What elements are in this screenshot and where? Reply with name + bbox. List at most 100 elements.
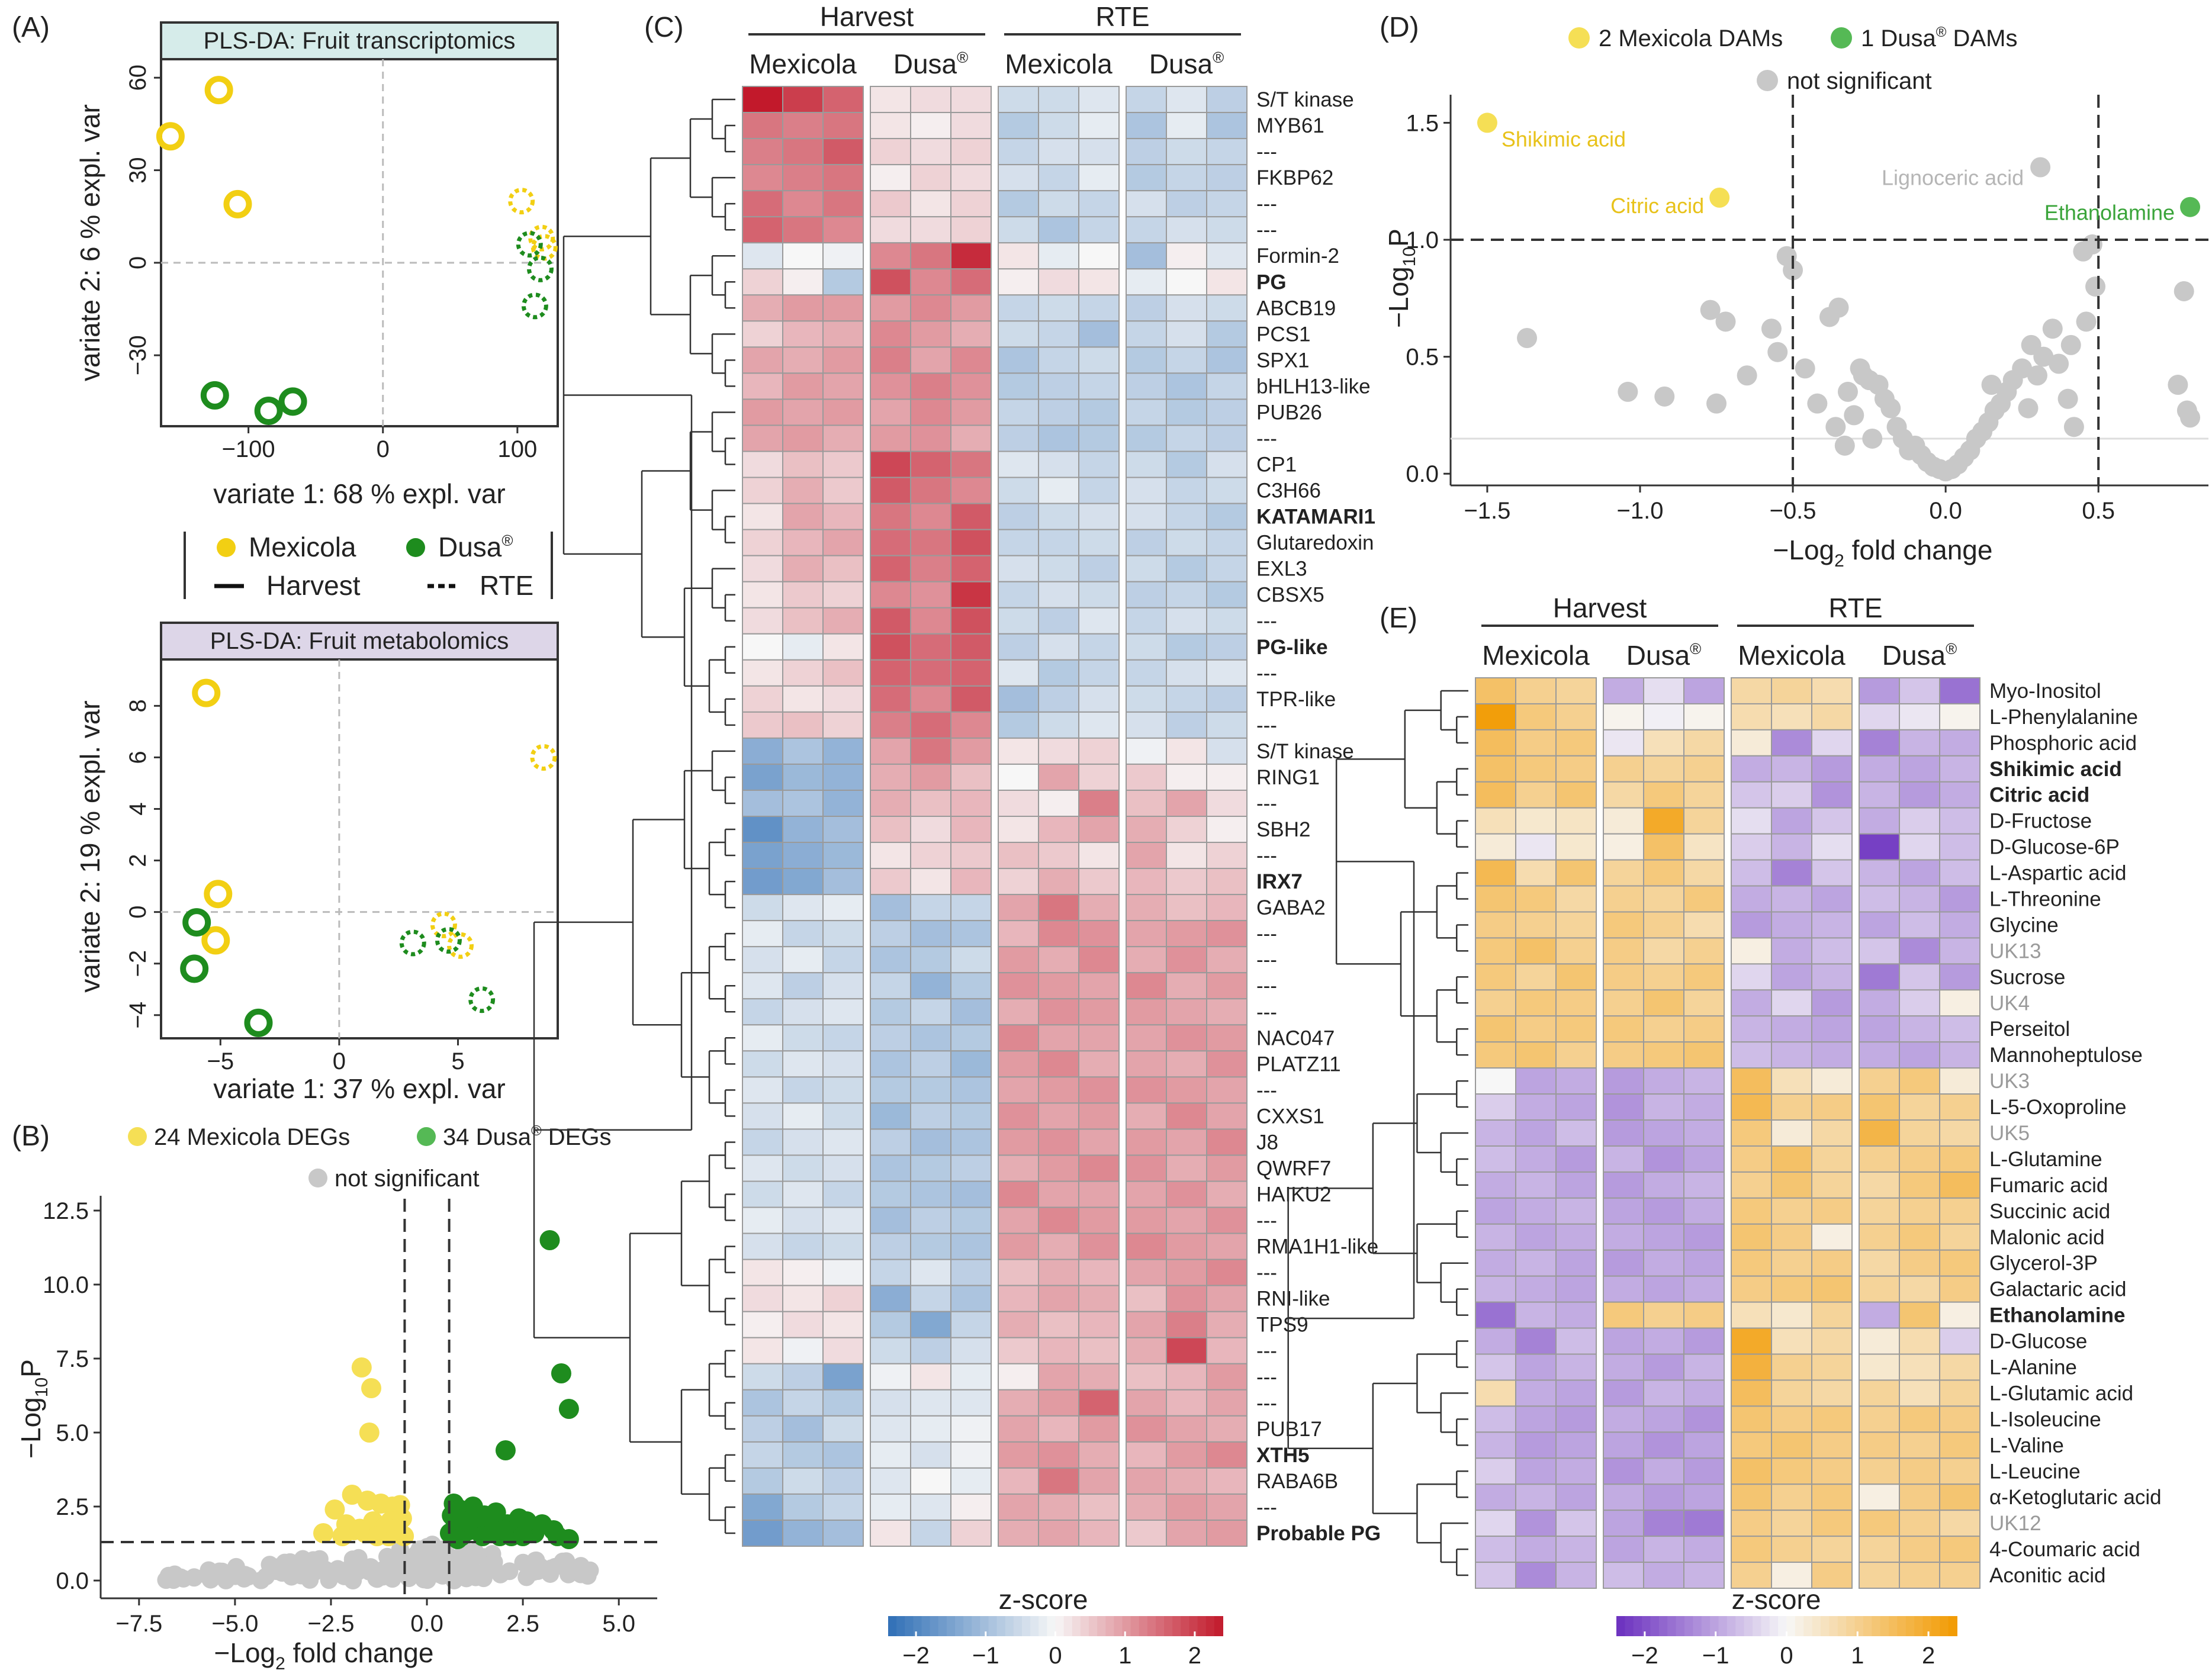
c-cell [870,1389,911,1417]
a-top-xtick-label: 100 [497,436,537,462]
e-cell [1515,1536,1557,1563]
c-cell [822,242,864,270]
c-cell [1166,138,1207,166]
e-cell [1555,1119,1597,1147]
c-row-label: --- [1256,792,1277,815]
c-cell [870,138,911,166]
c-cell [1166,998,1207,1026]
e-cell [1603,1197,1644,1225]
d-ns-point [1825,417,1846,437]
c-cell [1126,1154,1167,1182]
c-cell [1126,86,1167,114]
c-cell [998,164,1039,192]
e-cell [1683,937,1725,965]
e-cell [1811,1197,1853,1225]
c-cell [950,659,992,687]
c-cell [1078,920,1120,948]
c-cell [822,320,864,348]
b-ytick-label: 0.0 [56,1568,89,1594]
c-cell [782,763,824,791]
e-colorbar-step [1872,1616,1881,1636]
e-cell [1731,1041,1772,1069]
e-cell [1603,937,1644,965]
d-labeled-point [1477,112,1497,133]
e-cell [1939,1301,1980,1329]
c-cell [1126,894,1167,922]
b-ytick-label: 12.5 [43,1198,89,1224]
b-xtick-label: 0.0 [410,1611,443,1637]
c-cell [950,685,992,713]
c-cell [998,372,1039,400]
e-cell [1939,1197,1980,1225]
c-cell [782,1311,824,1338]
d-point-label: Ethanolamine [2044,201,2175,225]
c-cell [1126,1519,1167,1547]
e-cell [1731,1015,1772,1043]
c-row-label: --- [1256,1340,1277,1363]
d-ns-point [1981,375,2002,395]
e-cell [1603,1171,1644,1199]
c-cultivar-text: Mexicola [1005,49,1113,79]
c-cell [1038,1415,1079,1443]
e-cell [1731,1093,1772,1121]
c-cell [950,1076,992,1104]
b-ytick-label: 5.0 [56,1420,89,1446]
c-cell [822,998,864,1026]
c-cell [1166,842,1207,870]
c-colorbar-step [963,1616,973,1636]
c-cell [1126,1206,1167,1234]
e-cell [1515,885,1557,913]
e-row-label: Glycerol-3P [1989,1252,2098,1275]
e-cell [1683,807,1725,835]
e-cell [1515,807,1557,835]
a-top-ytick-label: −30 [125,335,151,375]
e-cell [1643,729,1684,757]
e-colorbar-tick-label: 2 [1922,1643,1935,1669]
c-cell [1038,372,1079,400]
b-ns-point [500,1562,519,1581]
b-ylabel-sub: 10 [32,1378,52,1397]
e-cell [1683,1041,1725,1069]
e-cell [1683,1562,1725,1589]
a-top-ylabel: variate 2: 6 % expl. var [75,104,105,381]
c-cell [1078,607,1120,635]
e-cultivar-text: Dusa [1882,640,1946,671]
c-cell [1126,112,1167,140]
b-mexicola-point [313,1523,333,1543]
e-cell [1475,1457,1516,1485]
e-colorbar-step [1710,1616,1719,1636]
a-legend: Mexicola Dusa® Harvest RTE [184,532,553,601]
e-colorbar-step [1829,1616,1838,1636]
c-cell [1038,685,1079,713]
c-cultivar-label: Dusa® [1149,49,1224,79]
c-cell [950,477,992,504]
c-cell [1166,972,1207,1000]
c-cell [782,424,824,452]
c-cell [1078,268,1120,296]
c-cell [1078,816,1120,844]
c-cell [870,842,911,870]
c-cell [822,424,864,452]
c-cell [1038,190,1079,218]
e-cell [1811,1223,1853,1251]
d-ns-point [2174,281,2194,301]
e-cell [1643,1093,1684,1121]
c-cell [1038,1128,1079,1156]
e-cell [1603,989,1644,1017]
a-legend-mexicola-label: Mexicola [249,532,356,562]
c-cell [950,164,992,192]
c-cell [998,1337,1039,1364]
c-cell [870,294,911,322]
c-row-label: HAIKU2 [1256,1183,1331,1206]
c-colorbar-step [1039,1616,1048,1636]
e-colorbar-label: z-score [1732,1584,1821,1615]
c-cell [1126,1311,1167,1338]
e-cell [1475,1015,1516,1043]
c-cell [1206,346,1248,374]
c-cell [742,816,783,844]
c-cell [1166,86,1207,114]
c-row-label: KATAMARI1 [1256,506,1375,529]
c-cell [910,86,951,114]
e-cell [1731,1536,1772,1563]
c-cell [742,789,783,817]
